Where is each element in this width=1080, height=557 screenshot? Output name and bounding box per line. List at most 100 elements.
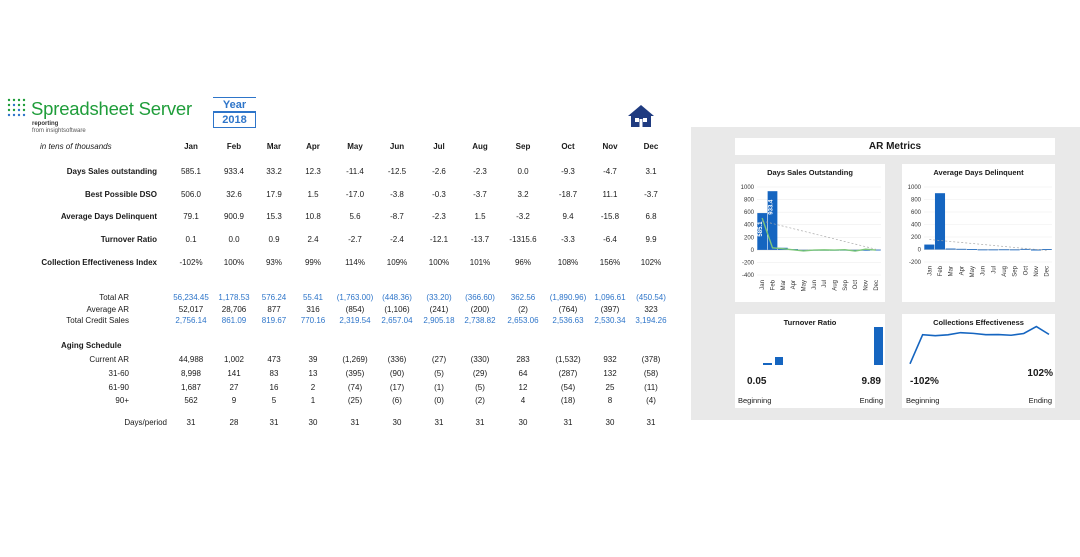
- aging-cell: (90): [389, 369, 405, 378]
- kpi-cell: 9.4: [562, 212, 574, 221]
- aging-cell: 12: [518, 383, 528, 392]
- aging-cell: 25: [605, 383, 615, 392]
- days-cell: 31: [269, 418, 279, 427]
- dso-xtick-label: Jun: [812, 280, 818, 290]
- aging-cell: 13: [308, 369, 318, 378]
- add-ytick-label: 0: [918, 248, 922, 254]
- aging-cell: 16: [269, 383, 279, 392]
- dso-trendline: [762, 220, 876, 250]
- month-header: Oct: [561, 142, 575, 151]
- add-bar: [934, 193, 946, 250]
- ce-ending-label: Ending: [1028, 396, 1052, 405]
- add-xtick-label: Jun: [981, 266, 987, 276]
- dso-xtick-label: Oct: [853, 280, 859, 290]
- ar-cell: 2,738.82: [464, 316, 496, 325]
- aging-cell: 141: [227, 369, 241, 378]
- kpi-cell: 114%: [345, 258, 365, 267]
- month-header: May: [347, 142, 363, 151]
- days-cell: 30: [392, 418, 402, 427]
- kpi-cell: -1315.6: [509, 235, 537, 244]
- ar-cell: 2,653.06: [507, 316, 539, 325]
- spreadsheet-server-logo-icon: [7, 98, 26, 117]
- add-bar: [1009, 249, 1020, 251]
- aging-cell: (336): [387, 355, 407, 364]
- dso-ytick-label: 400: [744, 223, 755, 229]
- aging-cell: (0): [434, 396, 444, 405]
- kpi-cell: -2.3: [473, 167, 487, 176]
- dso-xtick-label: Feb: [771, 279, 777, 290]
- month-header: Aug: [472, 142, 488, 151]
- days-cell: 28: [229, 418, 239, 427]
- kpi-cell: 156%: [599, 258, 621, 267]
- ar-cell: (2): [518, 305, 528, 314]
- aging-cell: 1,002: [223, 355, 245, 364]
- ar-cell: 819.67: [261, 316, 287, 325]
- dso-best-possible-line: [761, 217, 876, 252]
- aging-cell: (17): [389, 383, 405, 392]
- dso-bar: [757, 213, 768, 250]
- unit-note: in tens of thousands: [40, 142, 112, 151]
- ar-metrics-title: AR Metrics: [735, 138, 1055, 155]
- add-chart-title: Average Days Delinquent: [933, 168, 1024, 177]
- kpi-row-label: Average Days Delinquent: [60, 212, 157, 221]
- aging-cell: (74): [347, 383, 363, 392]
- kpi-cell: -2.6: [432, 167, 446, 176]
- aging-cell: (27): [431, 355, 447, 364]
- ar-cell: 2,905.18: [423, 316, 455, 325]
- month-header: Jun: [389, 142, 405, 151]
- turnover-ending-label: Ending: [859, 396, 883, 405]
- add-xtick-label: Nov: [1034, 266, 1040, 277]
- aging-cell: 8: [607, 396, 613, 405]
- aging-cell: (5): [475, 383, 485, 392]
- ar-cell: 1,096.61: [594, 293, 626, 302]
- ce-title: Collections Effectiveness: [933, 318, 1024, 327]
- kpi-cell: 0.1: [185, 235, 197, 244]
- aging-cell: (29): [472, 369, 488, 378]
- kpi-cell: 6.8: [645, 212, 657, 221]
- dso-bar: [767, 191, 778, 250]
- brand-name: Spreadsheet Server: [31, 98, 192, 119]
- aging-cell: 132: [603, 369, 617, 378]
- year-selector[interactable]: 2018: [213, 112, 256, 128]
- kpi-cell: 109%: [386, 258, 408, 267]
- kpi-cell: -6.4: [603, 235, 617, 244]
- ar-cell: 362.56: [510, 293, 536, 302]
- dso-data-label: 933.4: [769, 199, 775, 215]
- ar-cell: 2,319.54: [339, 316, 371, 325]
- turnover-end-value: 9.89: [861, 376, 881, 387]
- days-cell: 31: [186, 418, 196, 427]
- dso-xtick-label: Jul: [822, 280, 828, 288]
- aging-cell: 9: [231, 396, 237, 405]
- add-xtick-label: Feb: [938, 265, 944, 276]
- month-header: Jul: [433, 142, 445, 151]
- month-header: Feb: [226, 142, 242, 151]
- add-ytick-label: 1000: [908, 185, 922, 191]
- add-xtick-label: Oct: [1023, 266, 1029, 276]
- ce-chart: [909, 325, 1050, 365]
- kpi-cell: 33.2: [266, 167, 282, 176]
- brand-sub: from insightsoftware: [32, 128, 86, 134]
- dso-xtick-label: Aug: [833, 280, 839, 291]
- kpi-cell: 0.0: [228, 235, 240, 244]
- turnover-bar: [874, 327, 883, 365]
- days-cell: 31: [350, 418, 360, 427]
- add-ytick-label: 200: [911, 235, 922, 241]
- ar-cell: 770.16: [300, 316, 326, 325]
- turnover-beginning-label: Beginning: [738, 396, 772, 405]
- aging-cell: (6): [392, 396, 402, 405]
- home-icon[interactable]: [627, 104, 655, 128]
- ar-cell: (1,890.96): [549, 293, 587, 302]
- ce-end-value: 102%: [1027, 368, 1053, 379]
- aging-cell: (330): [470, 355, 490, 364]
- dso-ytick-label: 200: [744, 235, 755, 241]
- add-ytick-label: -200: [909, 260, 922, 266]
- aging-cell: (5): [434, 369, 444, 378]
- aging-cell: (1): [434, 383, 444, 392]
- kpi-cell: 3.2: [517, 190, 529, 199]
- ar-cell: 576.24: [261, 293, 287, 302]
- ar-row-label: Total AR: [99, 293, 129, 302]
- kpi-cell: -13.7: [470, 235, 490, 244]
- ar-row-label: Average AR: [86, 305, 129, 314]
- ce-line: [909, 325, 1050, 365]
- dso-xtick-label: Nov: [864, 280, 870, 291]
